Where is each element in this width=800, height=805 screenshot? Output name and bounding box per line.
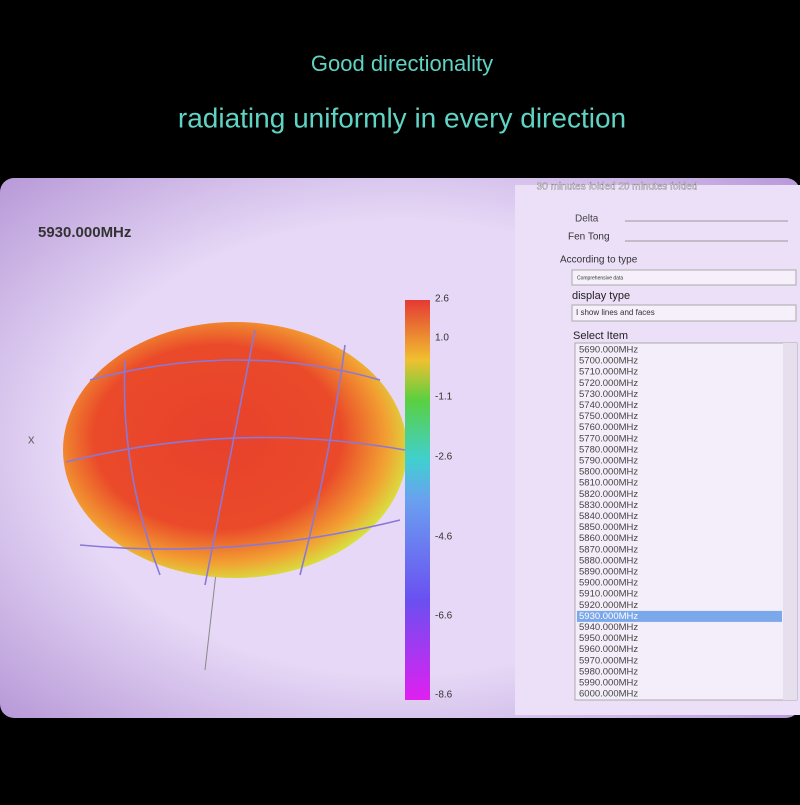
list-item[interactable]: 5770.000MHz: [579, 433, 638, 444]
list-item[interactable]: 5850.000MHz: [579, 522, 638, 533]
list-item[interactable]: 5720.000MHz: [579, 378, 638, 389]
list-item[interactable]: 5870.000MHz: [579, 544, 638, 555]
list-item[interactable]: 5790.000MHz: [579, 456, 638, 467]
list-item[interactable]: 5930.000MHz: [579, 611, 638, 622]
list-item[interactable]: 5950.000MHz: [579, 633, 638, 644]
colorbar: [405, 300, 430, 700]
selected-row[interactable]: [577, 610, 782, 622]
list-item[interactable]: 5910.000MHz: [579, 589, 638, 600]
item-list[interactable]: [574, 342, 798, 701]
colorbar-tick-label: 1.0: [435, 333, 449, 344]
display-label: display type: [572, 290, 630, 302]
caption: Good directionality: [311, 51, 493, 76]
colorbar-tick-label: -1.1: [435, 392, 453, 403]
list-item[interactable]: 5980.000MHz: [579, 666, 638, 677]
colorbar-tick-label: -4.6: [435, 532, 453, 543]
according-dropdown[interactable]: [571, 269, 797, 286]
list-item[interactable]: 5710.000MHz: [579, 367, 638, 378]
list-item[interactable]: 6000.000MHz: [579, 689, 638, 700]
colorbar-tick-label: 2.6: [435, 294, 449, 305]
list-item[interactable]: 5860.000MHz: [579, 533, 638, 544]
scrollbar[interactable]: [783, 343, 797, 700]
list-item[interactable]: 5890.000MHz: [579, 567, 638, 578]
list-item[interactable]: 5970.000MHz: [579, 655, 638, 666]
list-item[interactable]: 5960.000MHz: [579, 644, 638, 655]
display-dropdown[interactable]: [571, 304, 797, 322]
colorbar-ticks: 2.6 1.0 -1.1 -2.6 -4.6 -6.6 -8.6: [435, 294, 453, 701]
select-label: Select Item: [573, 330, 628, 342]
list-item[interactable]: 5810.000MHz: [579, 478, 638, 489]
colorbar-tick-label: -2.6: [435, 452, 453, 463]
panel-header: 30 minutes folded 20 minutes folded: [537, 182, 698, 193]
list-item[interactable]: 5760.000MHz: [579, 422, 638, 433]
list-item[interactable]: 5730.000MHz: [579, 389, 638, 400]
colorbar-tick-label: -8.6: [435, 690, 453, 701]
list-item[interactable]: 5690.000MHz: [579, 345, 638, 356]
fen-tong-label: Fen Tong: [568, 232, 610, 243]
mesh: [65, 329, 406, 586]
list-item[interactable]: 5700.000MHz: [579, 356, 638, 367]
according-value: Comprehensive data: [577, 275, 623, 281]
according-label: According to type: [560, 255, 638, 266]
radiation-pattern: [63, 322, 407, 578]
axis-label: x: [28, 431, 35, 446]
colorbar-tick-label: -6.6: [435, 611, 453, 622]
list-item[interactable]: 5820.000MHz: [579, 489, 638, 500]
list-item[interactable]: 5990.000MHz: [579, 678, 638, 689]
caption: radiating uniformly in every direction: [178, 102, 626, 133]
display-value: I show lines and faces: [576, 308, 655, 317]
list-item[interactable]: 5780.000MHz: [579, 444, 638, 455]
list-item[interactable]: 5840.000MHz: [579, 511, 638, 522]
list-item[interactable]: 5800.000MHz: [579, 467, 638, 478]
list-item[interactable]: 5830.000MHz: [579, 500, 638, 511]
list-item[interactable]: 5940.000MHz: [579, 622, 638, 633]
list-item[interactable]: 5740.000MHz: [579, 400, 638, 411]
list-item[interactable]: 5750.000MHz: [579, 411, 638, 422]
frequency-label: 5930.000MHz: [38, 224, 131, 241]
delta-label: Delta: [575, 214, 599, 225]
list-item[interactable]: 5920.000MHz: [579, 600, 638, 611]
list-item[interactable]: 5880.000MHz: [579, 555, 638, 566]
list-item[interactable]: 5900.000MHz: [579, 578, 638, 589]
items: 5690.000MHz5700.000MHz5710.000MHz5720.00…: [577, 345, 782, 700]
